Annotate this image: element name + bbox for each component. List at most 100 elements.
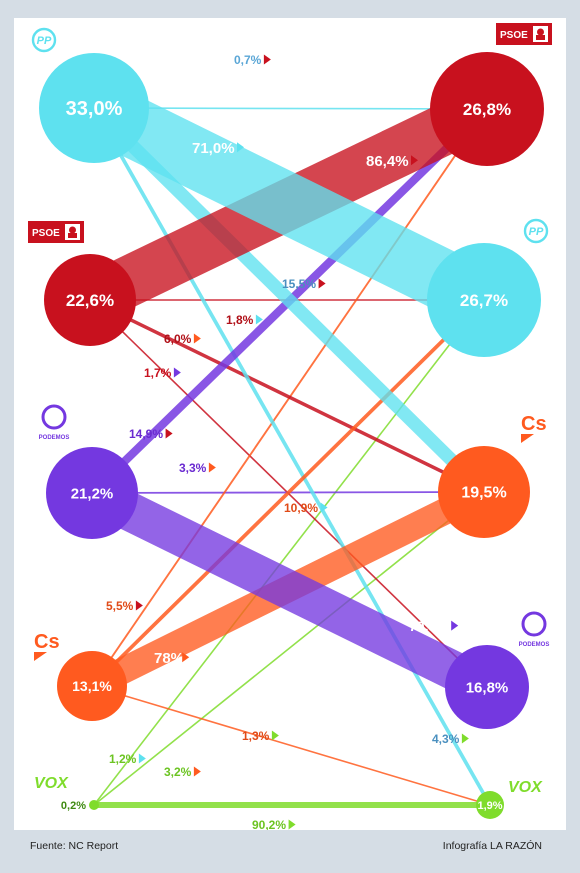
flow-arrow-icon xyxy=(173,367,181,378)
left-node-psoe: 22,6% xyxy=(44,254,136,346)
flow-arrow-icon xyxy=(461,733,469,744)
flow-label: 90,2% xyxy=(252,818,296,830)
svg-text:VOX: VOX xyxy=(508,779,543,796)
infographic-panel: 33,0% 22,6% 21,2% 13,1% 0,2% 26,8% 26,7% 19,5% 1… xyxy=(14,18,566,830)
left-node-circle xyxy=(57,651,127,721)
infographic-credit: Infografía LA RAZÓN xyxy=(442,840,542,852)
flow-arrow-icon xyxy=(237,142,244,153)
podemos-logo-icon: PODEMOS xyxy=(39,404,70,441)
pp-logo-icon: PP xyxy=(31,27,57,53)
flow-label: 70,5% xyxy=(409,618,459,634)
left-node-circle xyxy=(44,254,136,346)
left-node-circle xyxy=(89,800,99,810)
flow-band-pp-to-pp xyxy=(80,80,498,328)
left-node-cs: 13,1% xyxy=(57,651,127,721)
flow-label-text: 1,3% xyxy=(242,729,270,743)
right-node-circle xyxy=(430,52,544,166)
svg-text:Cs: Cs xyxy=(521,413,547,435)
flow-arrow-icon xyxy=(271,730,279,741)
right-node-circle xyxy=(476,791,504,819)
flow-labels: 0,7% 71,0% 15,5% 4,3% 86,4% 1,8% 6,0% 1,7% 14,9%… xyxy=(106,53,469,830)
pp-logo-icon: PP xyxy=(523,218,549,244)
cs-logo-icon: Cs xyxy=(34,631,60,661)
flow-label: 14,9% xyxy=(129,427,173,441)
flow-arrow-icon xyxy=(451,620,459,631)
right-node-circle xyxy=(445,645,529,729)
cs-logo-icon: Cs xyxy=(521,413,547,443)
flow-label: 6,0% xyxy=(164,332,201,346)
flow-label: 10,9% xyxy=(284,501,328,515)
flow-label-text: 71,0% xyxy=(192,140,235,157)
flow-label-text: 3,2% xyxy=(164,765,192,779)
svg-text:PP: PP xyxy=(37,35,52,47)
right-node-podemos: 16,8% xyxy=(445,645,529,729)
left-node-value: 22,6% xyxy=(66,291,114,310)
left-node-value: 0,2% xyxy=(61,800,86,812)
right-node-value: 26,7% xyxy=(460,291,508,310)
flow-label-text: 86,4% xyxy=(366,153,409,170)
left-node-value: 13,1% xyxy=(72,678,112,694)
flow-label: 15,5% xyxy=(282,277,326,291)
flow-label-text: 0,7% xyxy=(234,53,262,67)
svg-text:PP: PP xyxy=(529,226,544,238)
flow-band-psoe-to-cs xyxy=(89,298,485,494)
flow-label-text: 1,8% xyxy=(226,313,254,327)
flow-label: 3,2% xyxy=(164,765,201,779)
flow-arrow-icon xyxy=(320,502,328,513)
flow-label: 86,4% xyxy=(366,153,418,170)
flow-band-vox-to-pp xyxy=(93,299,485,806)
left-node-podemos: 21,2% xyxy=(46,447,138,539)
flow-label: 78% xyxy=(154,650,190,667)
flow-label: 3,3% xyxy=(179,461,216,475)
flow-arrow-icon xyxy=(208,462,216,473)
flow-label: 1,2% xyxy=(109,752,146,766)
flow-label-text: 4,3% xyxy=(432,732,460,746)
right-node-pp: 26,7% xyxy=(427,243,541,357)
right-node-cs: 19,5% xyxy=(438,446,530,538)
flow-label-text: 78% xyxy=(154,650,184,667)
flow-label: 0,7% xyxy=(234,53,271,67)
flow-arrow-icon xyxy=(138,753,146,764)
flow-label-text: 10,9% xyxy=(284,501,318,515)
vox-logo-icon: VOX xyxy=(34,775,69,792)
right-node-circle xyxy=(427,243,541,357)
right-node-value: 16,8% xyxy=(466,679,509,696)
flow-arrow-icon xyxy=(182,652,190,663)
flow-arrow-icon xyxy=(318,278,326,289)
svg-text:Cs: Cs xyxy=(34,631,60,653)
podemos-logo-icon: PODEMOS xyxy=(519,611,550,648)
right-node-value: 26,8% xyxy=(463,100,511,119)
left-node-value: 33,0% xyxy=(66,98,123,120)
flow-label: 5,5% xyxy=(106,599,143,613)
psoe-logo-icon: PSOE xyxy=(28,221,84,243)
svg-text:PSOE: PSOE xyxy=(32,228,60,239)
flow-label-text: 1,7% xyxy=(144,366,172,380)
flow-arrow-icon xyxy=(135,600,143,611)
flow-label: 1,3% xyxy=(242,729,279,743)
flow-label-text: 15,5% xyxy=(282,277,316,291)
svg-text:PODEMOS: PODEMOS xyxy=(519,642,550,648)
flow-arrow-icon xyxy=(165,428,173,439)
flow-label: 1,8% xyxy=(226,313,263,327)
flow-band-cs-to-pp xyxy=(90,298,486,688)
left-node-vox: 0,2% xyxy=(61,800,99,812)
flow-label-text: 3,3% xyxy=(179,461,207,475)
right-node-value: 1,9% xyxy=(477,800,502,812)
flow-band-pp-to-vox xyxy=(92,107,492,806)
flow-band-cs-to-vox xyxy=(91,685,491,806)
flow-label-text: 14,9% xyxy=(129,427,163,441)
left-node-circle xyxy=(46,447,138,539)
psoe-logo-icon: PSOE xyxy=(496,23,552,45)
source-note: Fuente: NC Report xyxy=(30,840,119,852)
flow-arrow-icon xyxy=(193,766,201,777)
vox-logo-icon: VOX xyxy=(508,779,543,796)
right-node-psoe: 26,8% xyxy=(430,52,544,166)
party-logos: PP PSOE PSOE PP PODEMOS Cs Cs PODEMOS VOX VOX xyxy=(28,23,552,796)
flow-bands xyxy=(78,80,499,808)
flow-label-text: 6,0% xyxy=(164,332,192,346)
flow-label-text: 1,2% xyxy=(109,752,137,766)
flow-band-podemos-to-podemos xyxy=(83,475,496,705)
right-node-circle xyxy=(438,446,530,538)
svg-text:PODEMOS: PODEMOS xyxy=(39,435,70,441)
flow-band-vox-to-cs xyxy=(93,491,485,806)
